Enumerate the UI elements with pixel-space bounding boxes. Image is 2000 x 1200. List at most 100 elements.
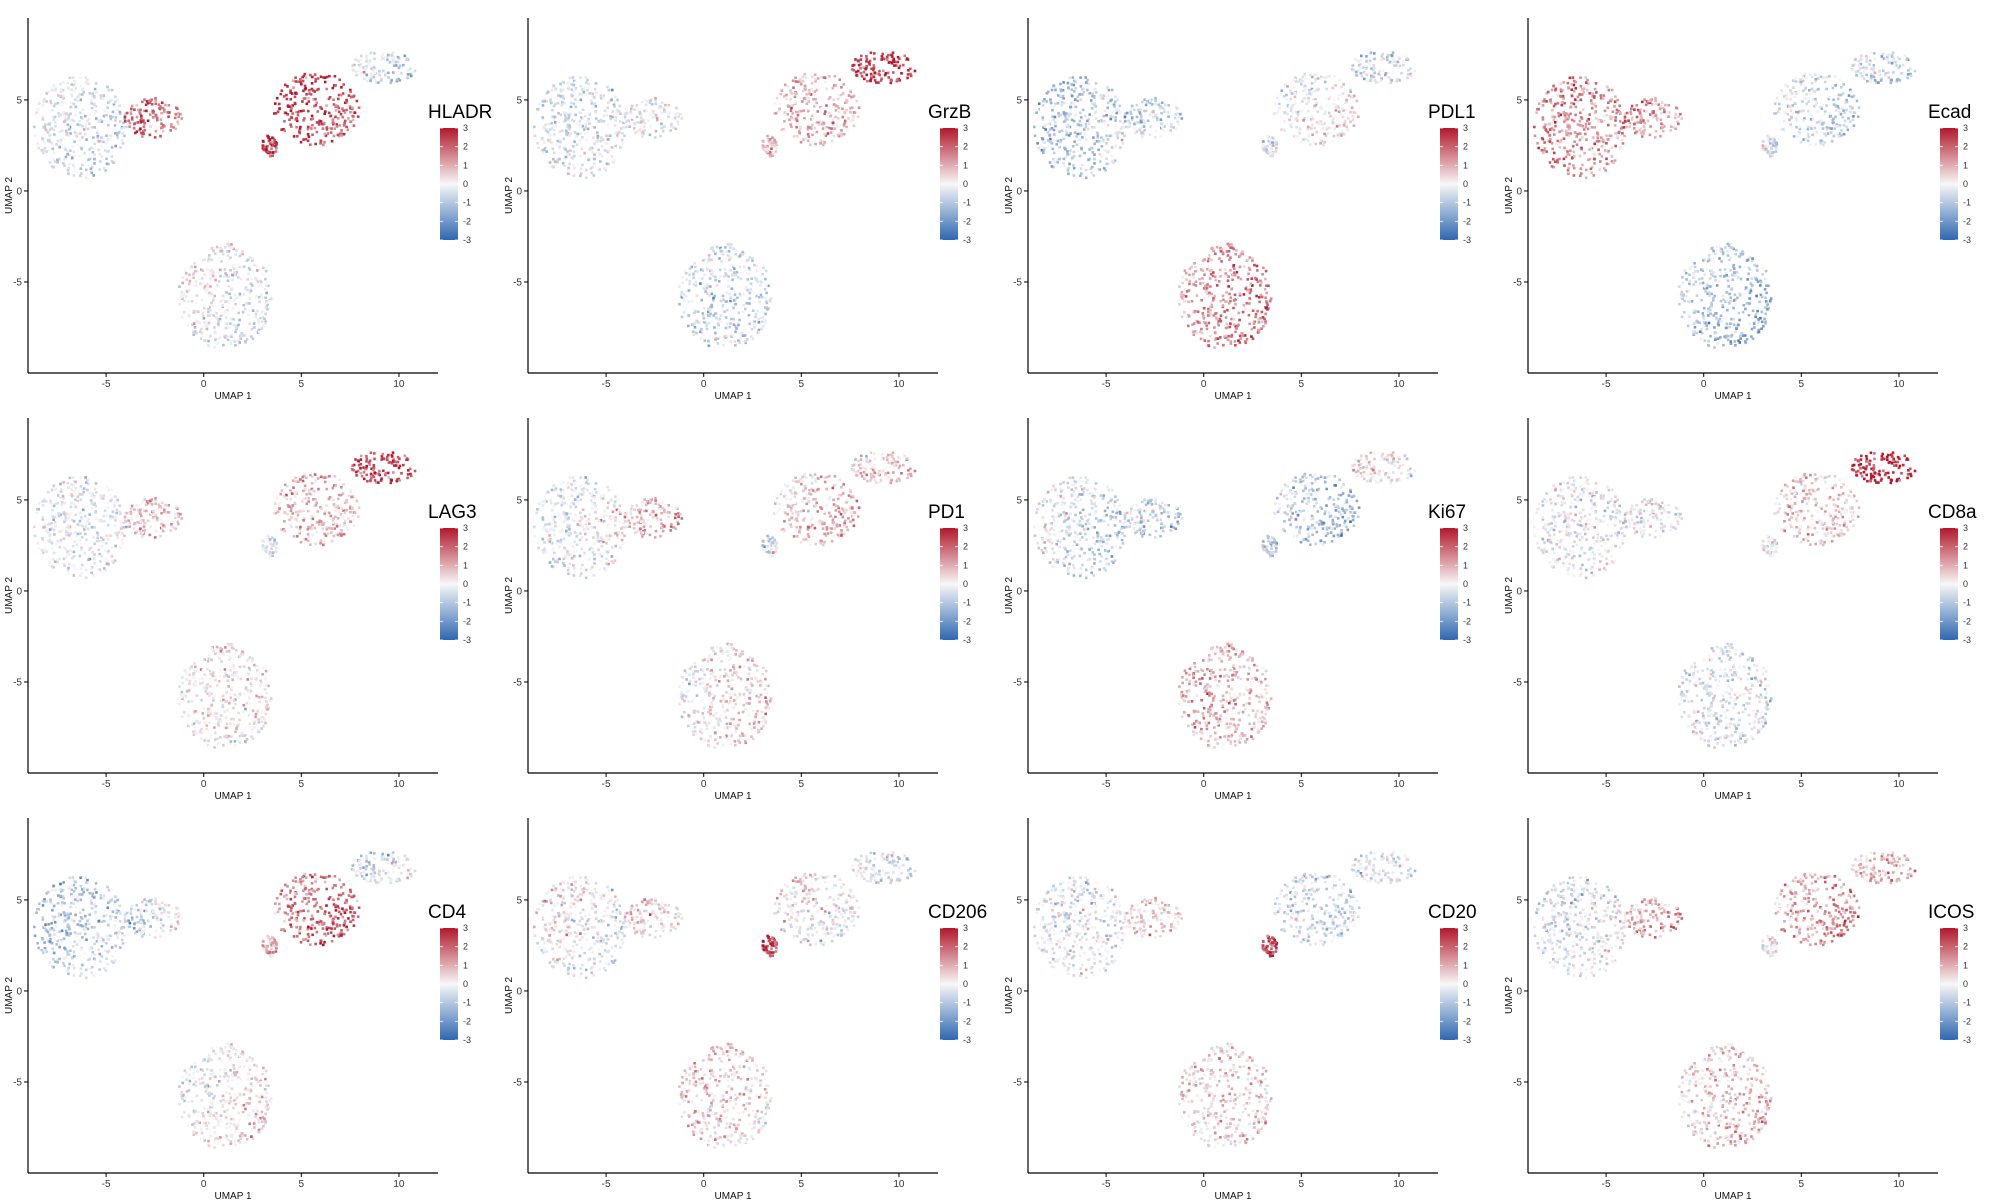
cell-point: [310, 114, 314, 118]
cell-point: [216, 337, 220, 340]
cell-point: [301, 75, 304, 79]
cell-point: [723, 310, 726, 313]
cell-point: [1630, 116, 1634, 119]
cell-point: [1409, 74, 1413, 78]
cell-point: [748, 302, 751, 305]
cell-point: [1107, 162, 1110, 166]
cell-point: [183, 299, 186, 303]
x-tick-label: 5: [1299, 379, 1305, 390]
cell-point: [1373, 71, 1376, 74]
cell-point: [1052, 128, 1056, 132]
cell-point: [1067, 153, 1071, 156]
cell-point: [266, 144, 269, 148]
cell-point: [1663, 108, 1666, 112]
cell-point: [695, 331, 698, 335]
colorbar-tick-label: -2: [963, 216, 971, 226]
cell-point: [719, 319, 723, 323]
cell-point: [1067, 86, 1070, 89]
cell-point: [1338, 132, 1342, 135]
cell-point: [898, 79, 902, 82]
cell-point: [74, 87, 78, 90]
cell-point: [1730, 335, 1733, 338]
cell-point: [1850, 106, 1854, 109]
colorbar-tick-label: 3: [463, 123, 468, 133]
cell-point: [1069, 132, 1072, 135]
cell-point: [809, 93, 813, 96]
cell-point: [1584, 176, 1588, 180]
cell-point: [294, 80, 298, 83]
cell-point: [1051, 115, 1054, 118]
cell-point: [346, 128, 350, 132]
cell-point: [1198, 277, 1201, 281]
cell-point: [210, 258, 213, 262]
cell-point: [1578, 154, 1582, 158]
x-tick-label: -5: [102, 379, 111, 390]
cell-point: [813, 90, 816, 93]
cell-point: [868, 59, 872, 63]
cell-point: [1212, 314, 1215, 317]
cell-point: [1352, 94, 1356, 98]
cell-point: [819, 139, 823, 142]
cell-point: [1208, 277, 1212, 280]
cell-point: [572, 119, 576, 123]
cell-point: [1730, 317, 1733, 321]
cell-point: [1154, 129, 1158, 133]
cell-point: [158, 107, 162, 111]
cell-point: [1200, 327, 1203, 331]
cell-point: [708, 294, 711, 297]
cell-point: [41, 100, 45, 103]
cell-point: [1274, 102, 1277, 105]
cell-point: [1648, 113, 1652, 116]
cell-point: [1664, 103, 1667, 107]
cell-point: [210, 305, 214, 309]
cell-point: [1214, 275, 1217, 279]
cell-point: [562, 81, 565, 84]
cell-point: [1052, 118, 1055, 121]
cell-point: [1095, 91, 1098, 94]
cell-point: [409, 72, 412, 76]
cell-point: [588, 157, 592, 161]
cell-point: [605, 134, 608, 138]
cell-point: [1706, 259, 1710, 263]
cell-point: [1173, 116, 1177, 120]
cell-point: [1897, 77, 1900, 81]
cell-point: [99, 118, 103, 122]
cell-point: [1246, 288, 1249, 292]
cell-point: [1201, 259, 1205, 262]
cell-point: [605, 142, 608, 145]
cell-point: [313, 104, 316, 108]
cell-point: [1810, 114, 1814, 118]
cell-point: [164, 103, 167, 107]
x-tick-label: 0: [701, 379, 707, 390]
cell-point: [1554, 124, 1557, 128]
cell-point: [1058, 157, 1061, 161]
cell-point: [558, 157, 561, 161]
cell-point: [184, 271, 188, 275]
cell-point: [1887, 76, 1890, 79]
cell-point: [1581, 136, 1584, 139]
cell-point: [1345, 108, 1348, 112]
cell-point: [600, 145, 604, 148]
cell-point: [380, 55, 384, 58]
cell-point: [79, 167, 83, 170]
cell-point: [269, 154, 272, 158]
cell-point: [1719, 319, 1723, 323]
cell-point: [1294, 80, 1298, 83]
cell-point: [771, 154, 774, 157]
cell-point: [707, 339, 710, 343]
cell-point: [1863, 77, 1866, 81]
cell-point: [76, 95, 80, 99]
cell-point: [325, 104, 328, 107]
cell-point: [161, 123, 165, 127]
cell-point: [1732, 264, 1736, 267]
cell-point: [1803, 117, 1806, 120]
cell-point: [1546, 90, 1550, 94]
cell-point: [586, 88, 589, 92]
cell-point: [1610, 146, 1614, 149]
cell-point: [337, 110, 341, 114]
cell-point: [1045, 100, 1048, 103]
cell-point: [727, 285, 730, 288]
cell-point: [1319, 142, 1322, 145]
cell-point: [1209, 272, 1213, 276]
cell-point: [765, 284, 768, 287]
